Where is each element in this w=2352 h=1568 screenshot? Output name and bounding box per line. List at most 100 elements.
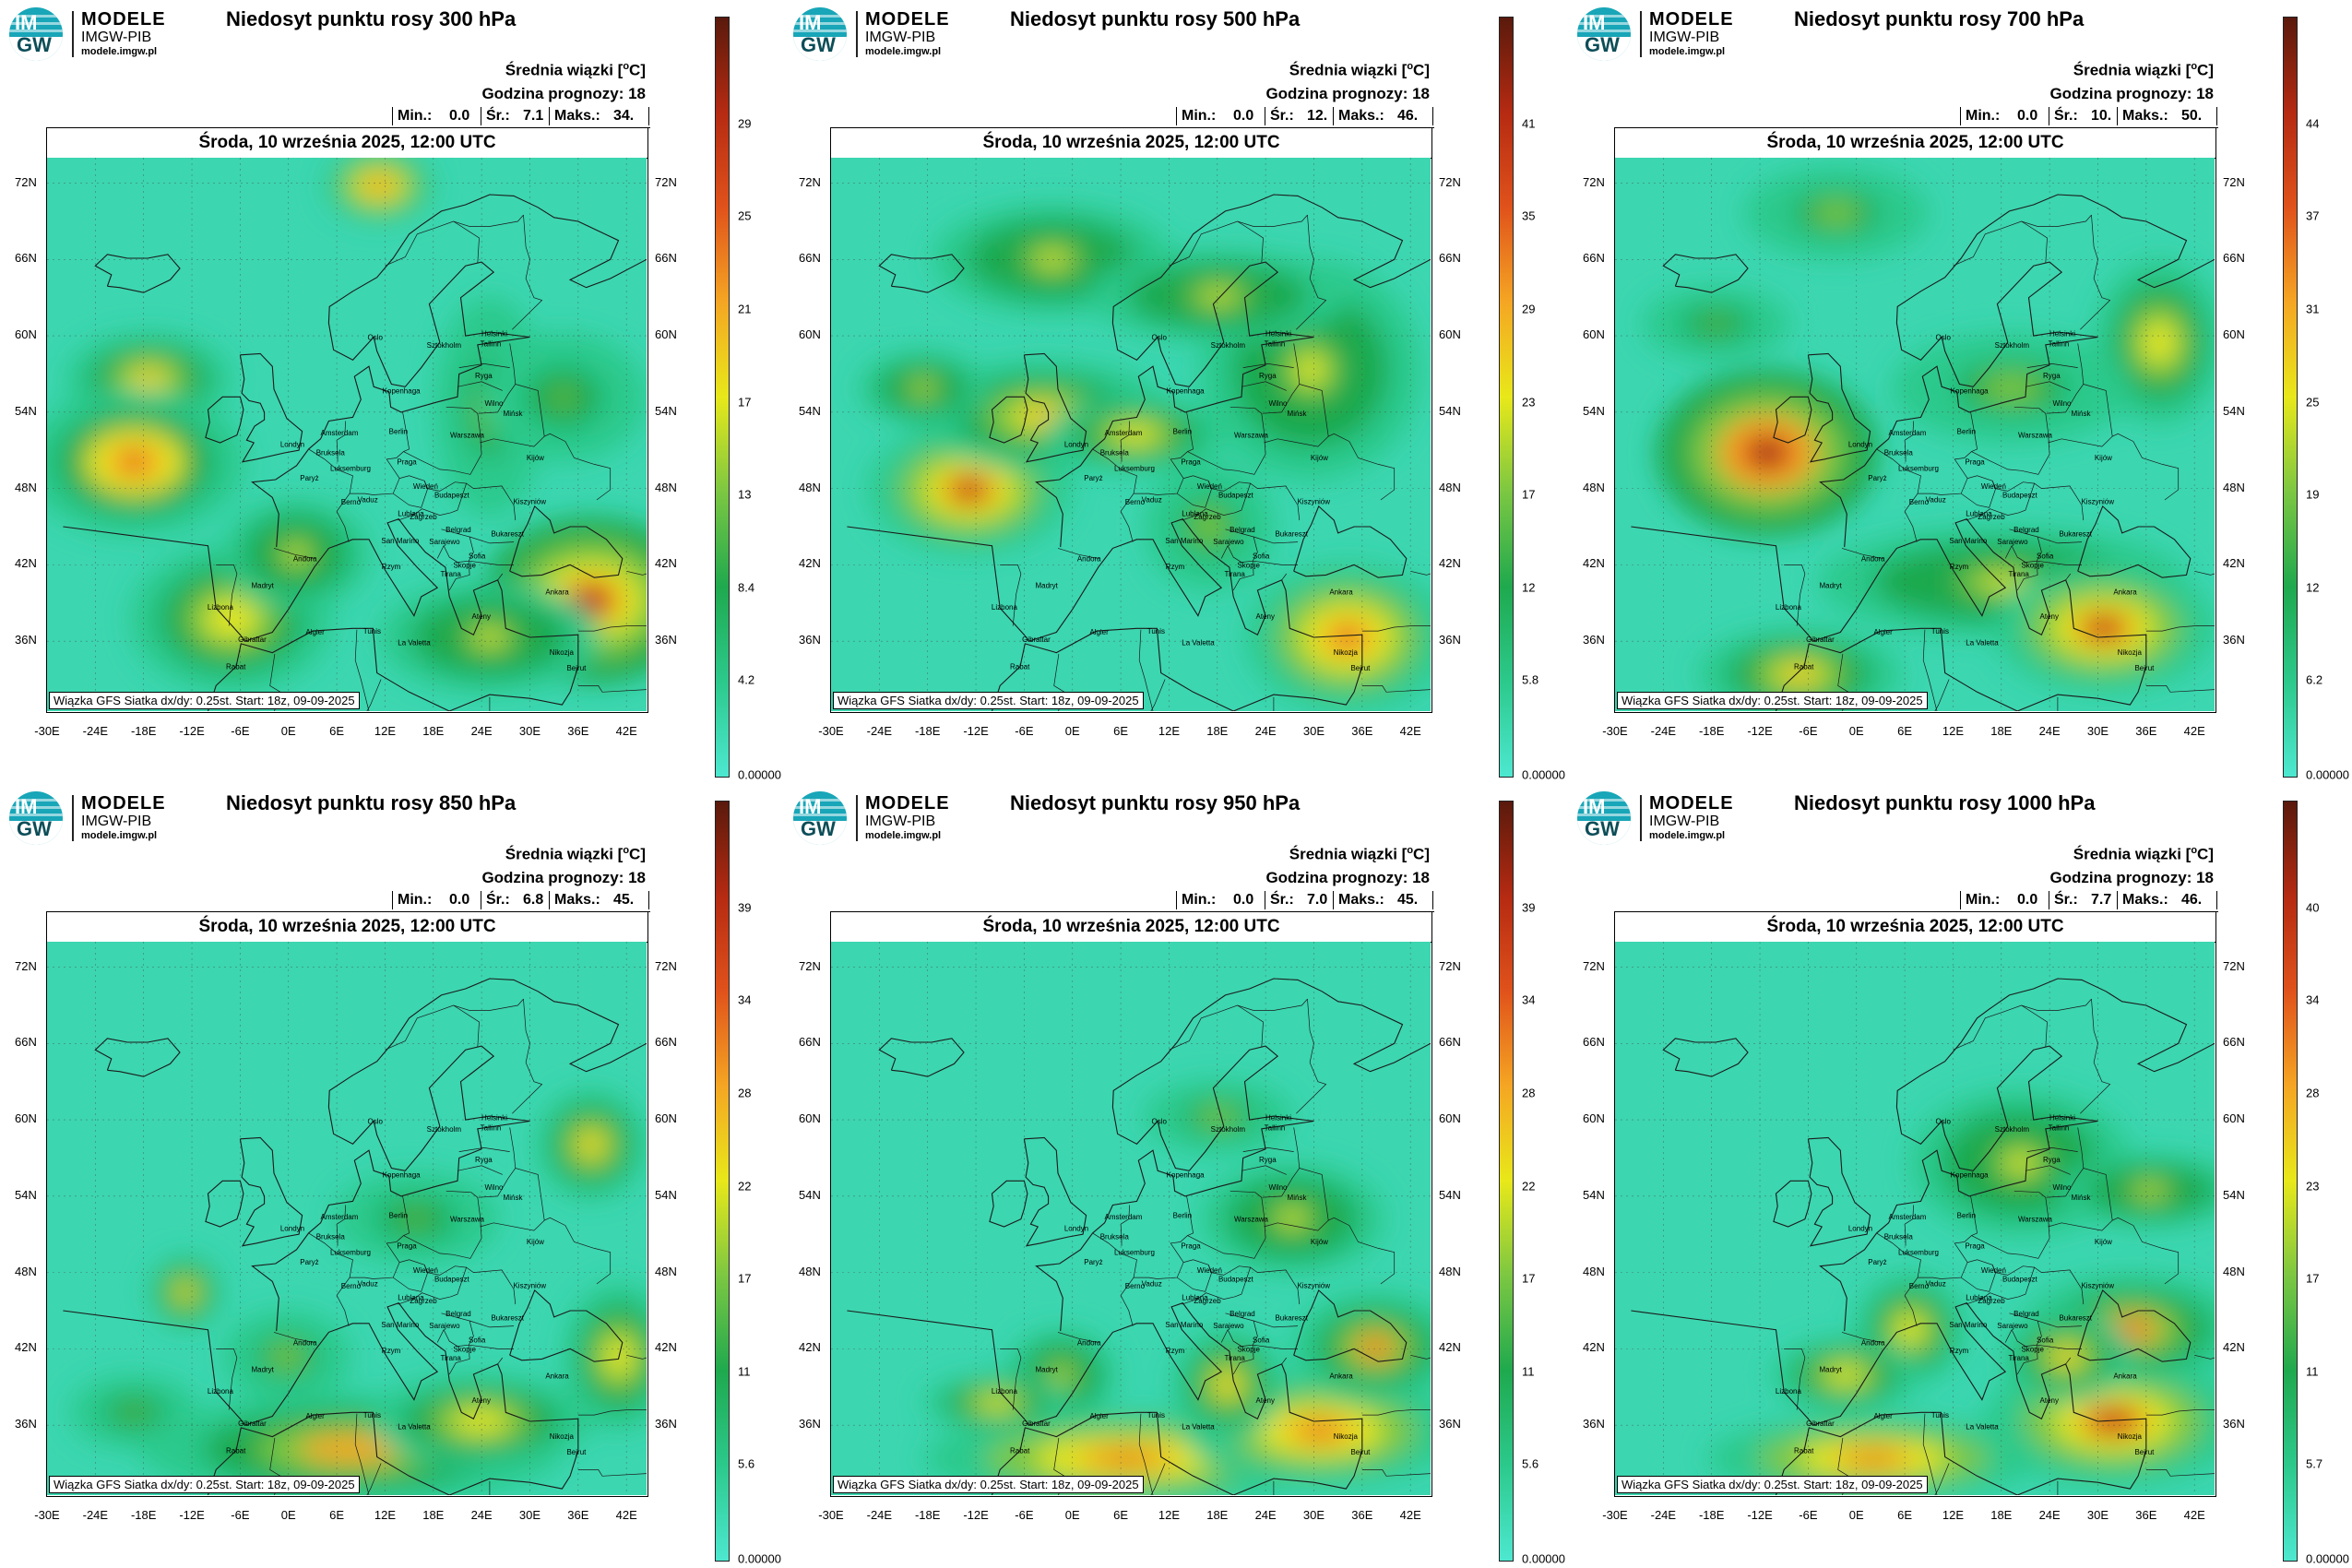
- logo-subtitle: IMGW-PIB: [865, 30, 936, 45]
- lon-tick: 18E: [1206, 724, 1229, 738]
- country-border: [1361, 625, 1431, 632]
- colorbar-label: 34: [2306, 992, 2320, 1007]
- valid-date: Środa, 10 września 2025, 12:00 UTC: [1615, 912, 2215, 943]
- city-label: Tunis: [1931, 1411, 1949, 1420]
- city-label: Sztokholm: [427, 341, 462, 350]
- city-label: San Marino: [1165, 1321, 1203, 1329]
- country-border: [216, 564, 238, 626]
- lat-tick-right: 66N: [1439, 1035, 1461, 1050]
- lat-tick-left: 48N: [1583, 480, 1605, 494]
- lat-tick-left: 48N: [799, 480, 821, 494]
- city-label: Ankara: [545, 1372, 569, 1380]
- city-label: Oslo: [1936, 1117, 1952, 1125]
- city-label: Bukareszt: [491, 530, 524, 539]
- coastline: [94, 254, 181, 293]
- country-border: [1922, 629, 1938, 711]
- city-label: Tirana: [440, 570, 461, 578]
- city-label: Bruksela: [316, 448, 346, 457]
- colorbar-label: 28: [738, 1086, 752, 1100]
- city-label: Bejrut: [566, 1448, 587, 1456]
- colorbar-label: 0.00000: [2306, 767, 2349, 782]
- city-label: Luksemburg: [330, 1249, 371, 1257]
- city-label: Paryż: [1084, 1258, 1102, 1266]
- country-border: [1876, 448, 1921, 542]
- country-border: [273, 1332, 315, 1343]
- city-label: La Valetta: [1966, 639, 1999, 647]
- country-border: [436, 1320, 474, 1347]
- colorbar-label: 17: [1522, 1271, 1536, 1286]
- lon-tick: -24E: [82, 724, 109, 738]
- city-label: La Valetta: [1966, 1423, 1999, 1431]
- colorbar: [1499, 17, 1514, 778]
- city-label: Amsterdam: [1104, 1213, 1142, 1221]
- country-border: [515, 384, 612, 501]
- country-border: [216, 1348, 238, 1410]
- lon-tick: 0E: [1848, 1508, 1864, 1522]
- forecast-hour: Godzina prognozy: 18: [2049, 85, 2214, 102]
- colorbar-label: 17: [2306, 1271, 2320, 1286]
- coastline: [1807, 352, 1871, 463]
- lon-tick: -30E: [34, 1508, 60, 1522]
- model-run-footer: Wiązka GFS Siatka dx/dy: 0.25st. Start: …: [1617, 692, 1928, 709]
- city-label: Tunis: [363, 1411, 381, 1420]
- logo-url: modele.imgw.pl: [865, 830, 942, 841]
- country-border: [469, 1344, 514, 1349]
- country-border: [1922, 1413, 1938, 1495]
- max-value: 50.: [2181, 108, 2203, 124]
- imgw-logo: IM GW MODELE IMGW-PIB modele.imgw.pl: [793, 7, 950, 63]
- colorbar-label: 22: [1522, 1179, 1536, 1194]
- country-border: [273, 548, 315, 559]
- city-label: Wilno: [2052, 399, 2072, 408]
- lat-tick-right: 66N: [655, 1035, 677, 1050]
- coastline: [847, 518, 1363, 711]
- city-label: Bukareszt: [2059, 1314, 2092, 1323]
- city-label: Algier: [305, 628, 325, 636]
- country-border: [2145, 625, 2215, 632]
- city-label: Tirana: [1224, 1354, 1245, 1362]
- city-label: Bruksela: [1100, 1232, 1130, 1241]
- logo-url: modele.imgw.pl: [1649, 830, 1726, 841]
- city-label: Paryż: [1868, 1258, 1886, 1266]
- city-label: Luksemburg: [1114, 465, 1155, 473]
- city-label: Luksemburg: [1114, 1249, 1155, 1257]
- lat-tick-left: 54N: [15, 1187, 37, 1202]
- avg-value: 6.8: [523, 892, 544, 908]
- lat-tick-left: 36N: [15, 633, 37, 647]
- city-label: Algier: [305, 1412, 325, 1420]
- colorbar-label: 23: [2306, 1179, 2320, 1194]
- map-frame: Środa, 10 września 2025, 12:00 UTC Oslo S…: [1614, 127, 2216, 713]
- city-label: Ankara: [1329, 1372, 1353, 1380]
- lat-tick-right: 72N: [1439, 174, 1461, 189]
- city-label: Wiedeń: [1197, 1266, 1222, 1275]
- country-border: [2037, 560, 2082, 565]
- country-border: [1262, 1127, 1301, 1198]
- coastline: [63, 518, 579, 711]
- valid-date: Środa, 10 września 2025, 12:00 UTC: [831, 128, 1431, 159]
- city-label: Warszawa: [2018, 1216, 2053, 1224]
- city-label: Wilno: [1268, 1183, 1288, 1192]
- lat-tick-right: 36N: [1439, 1417, 1461, 1431]
- city-label: Budapeszt: [1218, 1276, 1254, 1284]
- dewpoint-deficit-field: [923, 1080, 1431, 1495]
- country-border: [1241, 1165, 1287, 1175]
- country-border: [2080, 215, 2111, 330]
- coastline: [509, 1289, 624, 1362]
- colorbar-label: 41: [1522, 116, 1536, 131]
- city-label: Tunis: [1931, 627, 1949, 636]
- city-label: Wiedeń: [413, 1266, 438, 1275]
- colorbar-label: 34: [738, 992, 752, 1007]
- logo-title: MODELE: [865, 9, 950, 30]
- country-border: [497, 1357, 504, 1365]
- country-border: [1264, 435, 1329, 447]
- country-border: [453, 1004, 480, 1048]
- lat-tick-left: 42N: [799, 556, 821, 571]
- logo-title: MODELE: [81, 9, 166, 30]
- country-border: [392, 1259, 429, 1292]
- map-frame: Środa, 10 września 2025, 12:00 UTC Oslo S…: [830, 911, 1432, 1497]
- coastline: [63, 1302, 579, 1495]
- model-run-footer: Wiązka GFS Siatka dx/dy: 0.25st. Start: …: [833, 1476, 1144, 1493]
- city-label: Vaduz: [358, 495, 378, 504]
- city-label: Ryga: [2043, 1156, 2061, 1164]
- imgw-logo: IM GW MODELE IMGW-PIB modele.imgw.pl: [9, 791, 166, 847]
